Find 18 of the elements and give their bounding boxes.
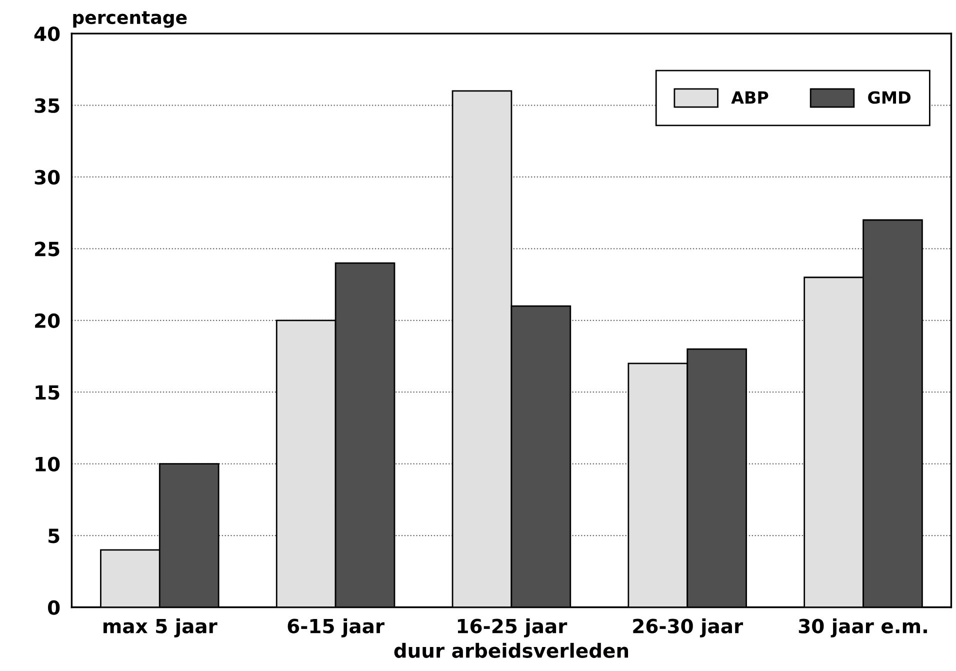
x-tick-label: 6-15 jaar — [288, 618, 384, 638]
y-tick-label: 0 — [48, 600, 60, 615]
x-tick-label: 26-30 jaar — [633, 618, 744, 638]
y-axis-title: percentage — [73, 11, 187, 28]
y-tick-label: 30 — [34, 170, 60, 185]
y-tick-label: 10 — [36, 456, 60, 472]
legend-label: ABP — [731, 91, 768, 104]
legend-label: GMD — [868, 91, 910, 104]
x-tick-label: max 5 jaar — [104, 618, 218, 638]
x-axis-title: duur arbeidsverleden — [394, 642, 628, 658]
y-tick-label: 15 — [36, 385, 60, 400]
y-tick-label: 40 — [34, 26, 60, 42]
y-tick-label: 5 — [48, 528, 60, 544]
y-tick-label: 20 — [35, 313, 60, 328]
x-tick-label: 16-25 jaar — [458, 618, 568, 638]
y-tick-label: 35 — [34, 98, 60, 113]
y-tick-label: 25 — [35, 242, 60, 256]
x-tick-label: 30 jaar e.m. — [798, 618, 927, 638]
